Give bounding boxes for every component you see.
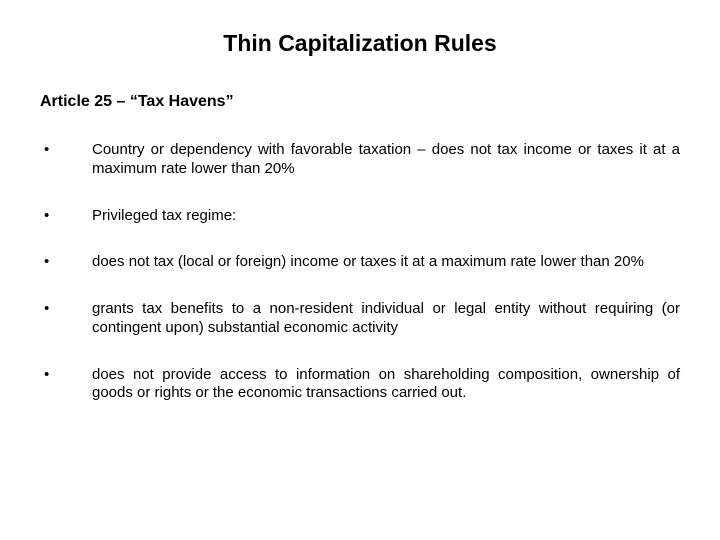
bullet-icon: • <box>40 141 92 179</box>
bullet-icon: • <box>40 366 92 404</box>
bullet-item: • grants tax benefits to a non-resident … <box>40 300 680 338</box>
bullet-icon: • <box>40 300 92 338</box>
bullet-text: grants tax benefits to a non-resident in… <box>92 300 680 338</box>
bullet-text: does not provide access to information o… <box>92 366 680 404</box>
bullet-item: • Country or dependency with favorable t… <box>40 141 680 179</box>
bullet-text: does not tax (local or foreign) income o… <box>92 253 680 272</box>
bullet-icon: • <box>40 207 92 226</box>
slide-subtitle: Article 25 – “Tax Havens” <box>40 93 680 111</box>
bullet-item: • Privileged tax regime: <box>40 207 680 226</box>
bullet-item: • does not provide access to information… <box>40 366 680 404</box>
bullet-text: Country or dependency with favorable tax… <box>92 141 680 179</box>
bullet-icon: • <box>40 253 92 272</box>
bullet-item: • does not tax (local or foreign) income… <box>40 253 680 272</box>
bullet-text: Privileged tax regime: <box>92 207 680 226</box>
slide-title: Thin Capitalization Rules <box>40 30 680 57</box>
bullet-list: • Country or dependency with favorable t… <box>40 141 680 403</box>
